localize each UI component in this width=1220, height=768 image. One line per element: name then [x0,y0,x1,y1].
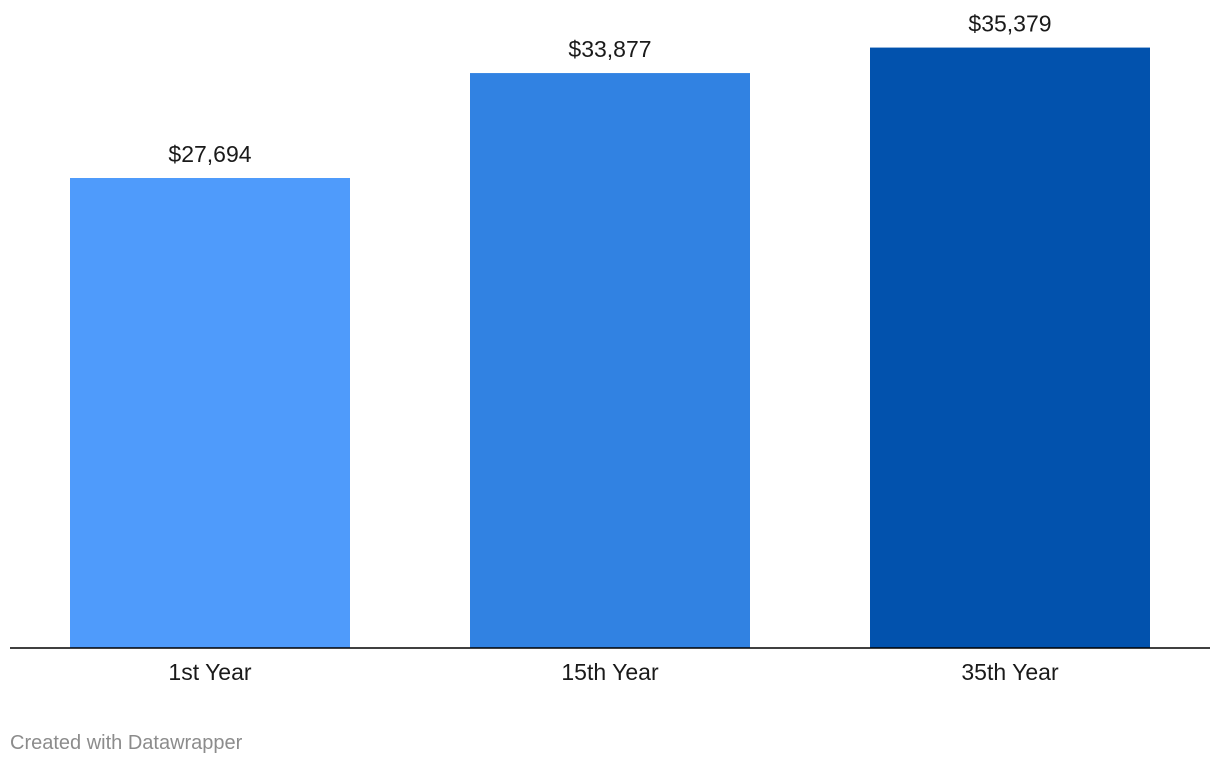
category-label-1: 1st Year [168,659,251,685]
bar-chart: $27,694 $33,877 $35,379 1st Year 15th Year 3… [10,11,1210,685]
value-label-2: $33,877 [568,36,651,62]
value-labels-group: $27,694 $33,877 $35,379 [168,11,1051,167]
value-label-3: $35,379 [968,11,1051,37]
credit-text: Created with Datawrapper [10,732,243,754]
bar-1 [70,178,350,648]
bars-group [70,47,1150,649]
bar-2 [470,73,750,649]
category-label-2: 15th Year [561,659,659,685]
category-labels-group: 1st Year 15th Year 35th Year [168,659,1059,685]
bar-3 [870,47,1150,649]
value-label-1: $27,694 [168,141,251,167]
category-label-3: 35th Year [961,659,1059,685]
